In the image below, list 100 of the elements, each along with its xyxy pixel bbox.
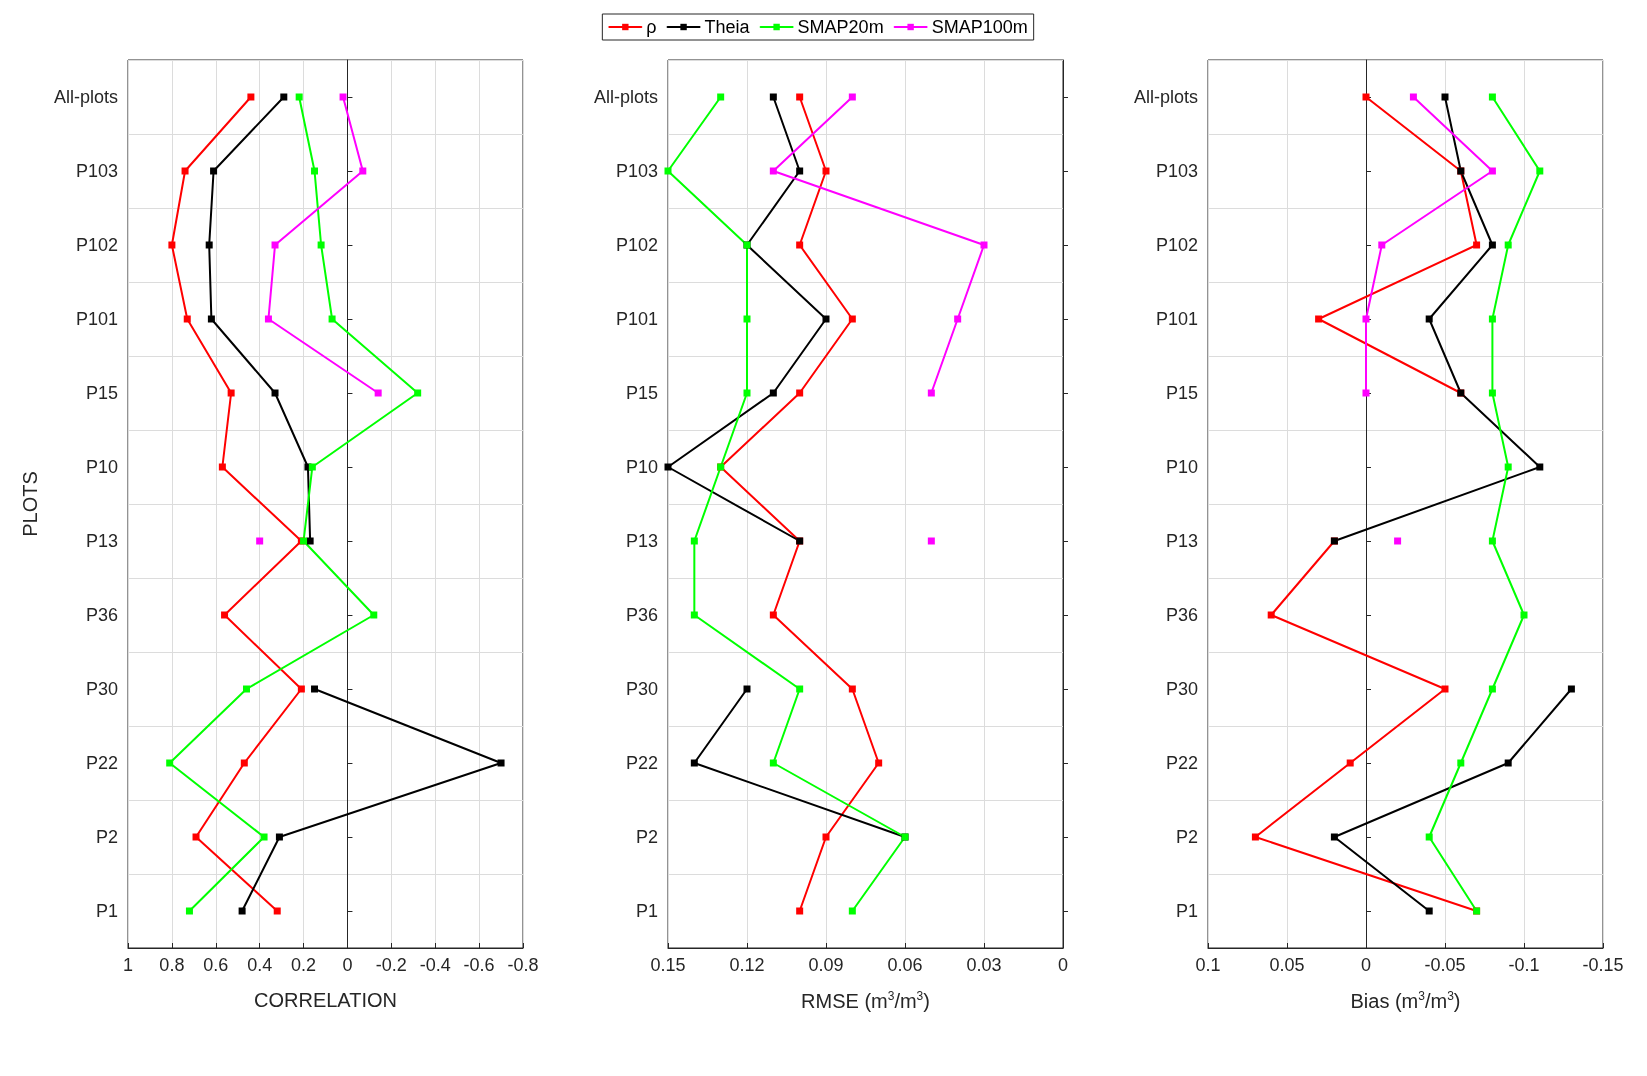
y-tick-label: P102: [1155, 235, 1198, 255]
y-tick-label: P36: [625, 605, 658, 625]
point: [1567, 685, 1575, 693]
point: [273, 907, 281, 915]
y-tick-label: P30: [1165, 679, 1198, 699]
y-tick-label: P15: [85, 383, 118, 403]
point: [848, 907, 856, 915]
point: [311, 685, 319, 693]
y-tick-label: P102: [615, 235, 658, 255]
point: [271, 241, 279, 249]
point: [1267, 611, 1275, 619]
point: [1251, 833, 1259, 841]
point: [227, 389, 235, 397]
point: [339, 93, 347, 101]
point: [264, 315, 272, 323]
x-tick-label: -0.6: [463, 955, 495, 975]
point: [690, 611, 698, 619]
x-tick-label: -0.2: [375, 955, 407, 975]
point: [769, 389, 777, 397]
point: [743, 685, 751, 693]
x-tick-label: 0.8: [159, 955, 185, 975]
point: [927, 389, 935, 397]
point: [370, 611, 378, 619]
point: [1488, 93, 1496, 101]
legend-label: ρ: [646, 17, 657, 37]
point: [1504, 463, 1512, 471]
x-tick-label: 1: [122, 955, 134, 975]
point: [168, 241, 176, 249]
point: [205, 241, 213, 249]
point: [185, 907, 193, 915]
point: [1536, 167, 1544, 175]
point: [796, 685, 804, 693]
y-axis-title: PLOTS: [19, 471, 41, 537]
x-tick-label: 0.09: [808, 955, 844, 975]
x-axis-title: CORRELATION: [254, 989, 397, 1011]
point: [1488, 685, 1496, 693]
point: [927, 537, 935, 545]
point: [1425, 315, 1433, 323]
y-tick-label: P13: [85, 531, 118, 551]
legend-label: SMAP100m: [931, 17, 1028, 37]
point: [690, 537, 698, 545]
y-tick-label: P103: [75, 161, 118, 181]
point: [875, 759, 883, 767]
point: [954, 315, 962, 323]
y-tick-label: All-plots: [53, 87, 118, 107]
x-tick-label: 0.06: [887, 955, 923, 975]
point: [743, 315, 751, 323]
point: [1473, 241, 1481, 249]
x-tick-label: 0.1: [1195, 955, 1221, 975]
legend-label: Theia: [704, 17, 751, 37]
x-tick-label: -0.8: [507, 955, 539, 975]
x-tick-label: 0.15: [650, 955, 686, 975]
point: [256, 537, 264, 545]
point: [1504, 241, 1512, 249]
point: [1425, 907, 1433, 915]
legend-label: SMAP20m: [797, 17, 884, 37]
y-tick-label: P2: [95, 827, 118, 847]
x-tick-label: 0: [1360, 955, 1372, 975]
point: [769, 167, 777, 175]
point: [1362, 93, 1370, 101]
point: [690, 759, 698, 767]
point: [796, 93, 804, 101]
point: [1362, 315, 1370, 323]
point: [1488, 389, 1496, 397]
point: [822, 167, 830, 175]
point: [218, 463, 226, 471]
point: [1488, 315, 1496, 323]
point: [306, 537, 314, 545]
x-tick-label: -0.05: [1424, 955, 1466, 975]
point: [796, 241, 804, 249]
point: [1409, 93, 1417, 101]
point: [275, 833, 283, 841]
x-tick-label: 0: [1057, 955, 1069, 975]
point: [848, 315, 856, 323]
point: [980, 241, 988, 249]
x-tick-label: -0.15: [1582, 955, 1624, 975]
y-tick-label: All-plots: [1133, 87, 1198, 107]
x-tick-label: -0.1: [1508, 955, 1540, 975]
point: [311, 167, 319, 175]
point: [221, 611, 229, 619]
y-tick-label: P1: [95, 901, 118, 921]
point: [1425, 833, 1433, 841]
x-tick-label: 0.03: [966, 955, 1002, 975]
point: [1504, 759, 1512, 767]
point: [1362, 389, 1370, 397]
y-tick-label: P15: [1165, 383, 1198, 403]
point: [308, 463, 316, 471]
point: [1520, 611, 1528, 619]
x-tick-label: 0: [342, 955, 353, 975]
y-tick-label: P2: [635, 827, 658, 847]
point: [1346, 759, 1354, 767]
y-tick-label: P2: [1175, 827, 1198, 847]
y-tick-label: P13: [625, 531, 658, 551]
point: [796, 167, 804, 175]
point: [1536, 463, 1544, 471]
y-tick-label: P101: [615, 309, 658, 329]
point: [247, 93, 255, 101]
point: [297, 685, 305, 693]
point: [1330, 833, 1338, 841]
point: [243, 685, 250, 693]
